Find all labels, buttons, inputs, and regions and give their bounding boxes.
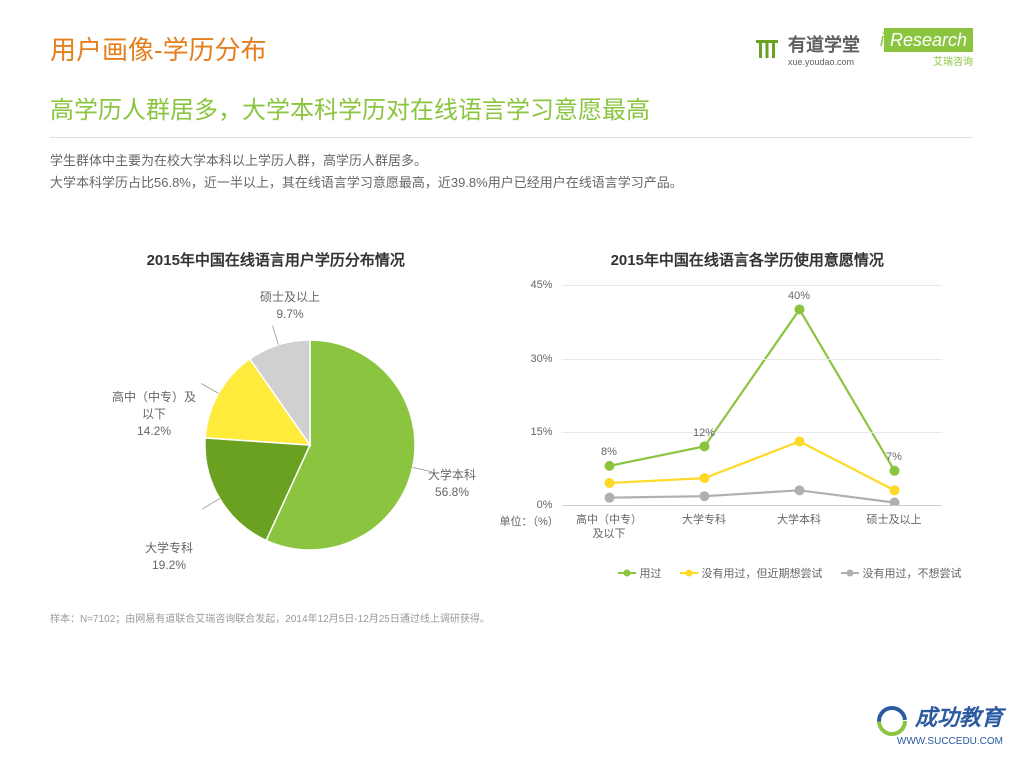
subtitle: 高学历人群居多，大学本科学历对在线语言学习意愿最高 — [50, 90, 973, 125]
x-tick-label: 高中（中专）及以下 — [562, 513, 657, 542]
x-tick-label: 硕士及以上 — [847, 513, 942, 542]
data-point-label: 12% — [693, 427, 715, 439]
youdao-url: xue.youdao.com — [788, 57, 860, 67]
footer-brand: 成功教育 — [915, 705, 1003, 730]
line-marker — [889, 486, 899, 496]
x-tick-label: 大学本科 — [752, 513, 847, 542]
iresearch-r: Research — [884, 28, 973, 52]
legend-marker — [841, 572, 859, 574]
pie-slice-label: 硕士及以上9.7% — [260, 289, 320, 323]
line-marker — [604, 478, 614, 488]
line-chart-title: 2015年中国在线语言各学历使用意愿情况 — [522, 249, 974, 270]
youdao-icon — [752, 37, 782, 61]
y-tick-label: 30% — [530, 353, 552, 365]
line-marker — [794, 437, 804, 447]
data-point-label: 8% — [601, 446, 617, 458]
data-point-label: 40% — [788, 290, 810, 302]
y-tick-label: 15% — [530, 426, 552, 438]
legend-marker — [680, 572, 698, 574]
footnote: 样本：N=7102；由网易有道联合艾瑞咨询联合发起，2014年12月5日-12月… — [50, 610, 973, 625]
pie-slice-label: 大学本科56.8% — [428, 467, 476, 501]
line-marker — [889, 466, 899, 476]
line-marker — [699, 473, 709, 483]
data-point-label: 7% — [886, 451, 902, 463]
legend-label: 用过 — [640, 565, 662, 581]
pie-chart-title: 2015年中国在线语言用户学历分布情况 — [50, 249, 502, 270]
line-marker — [699, 442, 709, 452]
grid-line — [562, 505, 942, 506]
legend-item: 用过 — [618, 565, 662, 581]
pie-chart: 大学本科56.8% 大学专科19.2% 高中（中专）及以下14.2% 硕士及以上9.7… — [50, 285, 500, 585]
youdao-text: 有道学堂 — [788, 35, 860, 55]
grid-line — [562, 285, 942, 286]
page-title: 用户画像-学历分布 — [50, 30, 267, 67]
desc-line-1: 学生群体中主要为在校大学本科以上学历人群，高学历人群居多。 — [50, 150, 973, 172]
grid-line — [562, 432, 942, 433]
line-series — [609, 442, 894, 491]
unit-label: 单位：（%） — [500, 513, 559, 529]
logo-group: 有道学堂 xue.youdao.com iResearch 艾瑞咨询 — [752, 30, 973, 68]
grid-line — [562, 359, 942, 360]
legend-marker — [618, 572, 636, 574]
legend-label: 没有用过，但近期想尝试 — [702, 565, 823, 581]
x-tick-label: 大学专科 — [657, 513, 752, 542]
legend-item: 没有用过，但近期想尝试 — [680, 565, 823, 581]
line-marker — [794, 486, 804, 496]
line-series — [609, 491, 894, 503]
iresearch-sub: 艾瑞咨询 — [880, 53, 973, 68]
line-marker — [604, 461, 614, 471]
iresearch-logo: iResearch 艾瑞咨询 — [880, 30, 973, 68]
swirl-icon — [877, 706, 907, 736]
desc-line-2: 大学本科学历占比56.8%，近一半以上，其在线语言学习意愿最高，近39.8%用户… — [50, 172, 973, 194]
line-chart: 0%15%30%45% 单位：（%） 高中（中专）及以下大学专科大学本科硕士及以… — [522, 285, 962, 585]
pie-slice-label: 高中（中专）及以下14.2% — [112, 389, 196, 439]
y-tick-label: 0% — [537, 499, 553, 511]
pie-slice-label: 大学专科19.2% — [145, 540, 193, 574]
line-series — [609, 310, 894, 471]
footer-logo: 成功教育 WWW.SUCCEDU.COM — [877, 700, 1003, 747]
line-marker — [604, 493, 614, 503]
y-tick-label: 45% — [530, 279, 552, 291]
footer-url: WWW.SUCCEDU.COM — [877, 736, 1003, 747]
youdao-logo: 有道学堂 xue.youdao.com — [752, 31, 860, 67]
legend-item: 没有用过，不想尝试 — [841, 565, 962, 581]
line-marker — [889, 498, 899, 505]
line-marker — [794, 305, 804, 315]
legend-label: 没有用过，不想尝试 — [863, 565, 962, 581]
line-marker — [699, 491, 709, 501]
divider — [50, 137, 973, 138]
